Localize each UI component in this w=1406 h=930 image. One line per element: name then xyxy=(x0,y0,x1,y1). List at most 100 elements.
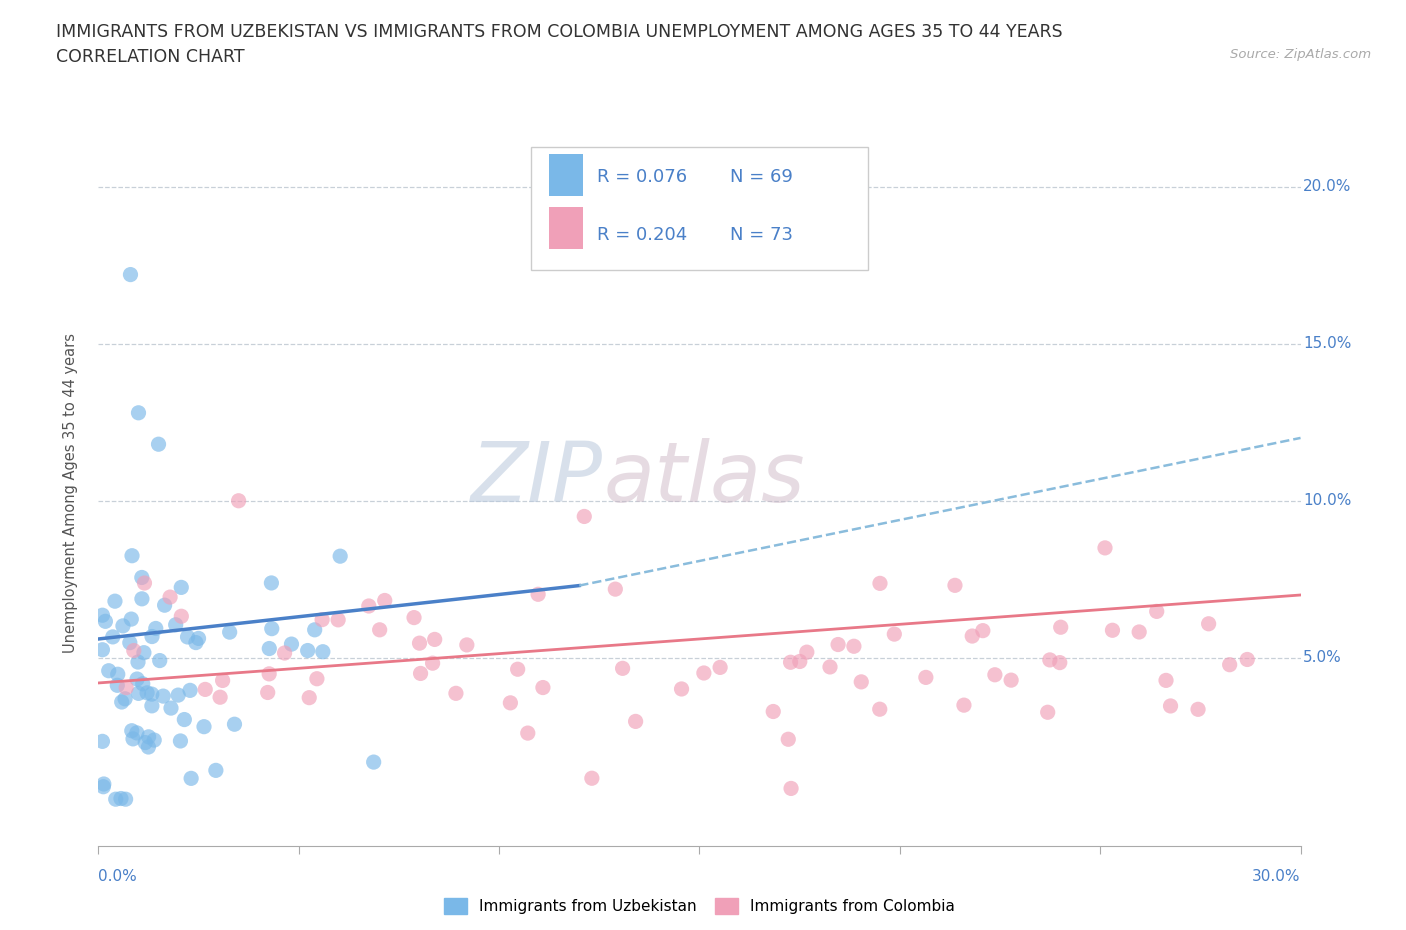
Point xyxy=(409,666,432,681)
Point xyxy=(120,267,142,282)
Point xyxy=(671,682,693,697)
Point xyxy=(114,791,136,806)
Point xyxy=(972,623,994,638)
Point xyxy=(194,682,217,697)
Text: ZIP: ZIP xyxy=(471,438,603,519)
Point xyxy=(128,686,150,701)
Point xyxy=(256,685,278,700)
Point xyxy=(827,637,849,652)
Point xyxy=(357,599,380,614)
Point xyxy=(368,622,391,637)
Text: R = 0.204: R = 0.204 xyxy=(598,226,688,244)
Point xyxy=(101,630,124,644)
Text: 10.0%: 10.0% xyxy=(1303,493,1351,509)
Point xyxy=(104,791,127,806)
Point xyxy=(211,673,233,688)
Point xyxy=(125,725,148,740)
Point xyxy=(915,670,938,684)
Point xyxy=(960,629,983,644)
Point xyxy=(943,578,966,592)
Point xyxy=(1187,702,1209,717)
Point xyxy=(141,698,163,713)
Point xyxy=(118,635,141,650)
Point xyxy=(152,689,174,704)
Point xyxy=(141,686,163,701)
Point xyxy=(581,771,603,786)
Point xyxy=(297,644,319,658)
Point xyxy=(304,622,326,637)
Point xyxy=(851,674,873,689)
Point xyxy=(1198,617,1220,631)
Point xyxy=(187,631,209,645)
Point xyxy=(91,608,114,623)
Point xyxy=(132,676,155,691)
Point xyxy=(115,680,138,695)
Point xyxy=(280,637,302,652)
Y-axis label: Unemployment Among Ages 35 to 44 years: Unemployment Among Ages 35 to 44 years xyxy=(63,333,77,653)
Text: atlas: atlas xyxy=(603,438,806,519)
Point xyxy=(127,655,149,670)
Point xyxy=(499,696,522,711)
Point xyxy=(209,690,232,705)
Point xyxy=(516,725,538,740)
Point xyxy=(624,714,647,729)
Point xyxy=(423,632,446,647)
Point xyxy=(148,437,170,452)
Point xyxy=(91,734,114,749)
Point xyxy=(842,639,865,654)
Point xyxy=(134,735,156,750)
Point xyxy=(984,668,1007,683)
Point xyxy=(422,656,444,671)
Point xyxy=(311,612,333,627)
Point xyxy=(141,629,163,644)
Point xyxy=(796,644,818,659)
Text: 15.0%: 15.0% xyxy=(1303,336,1351,352)
Point xyxy=(145,621,167,636)
Point xyxy=(138,739,160,754)
Point xyxy=(134,576,156,591)
Point xyxy=(953,698,976,712)
Point xyxy=(259,641,281,656)
Point xyxy=(1036,705,1059,720)
Point xyxy=(363,754,385,769)
Point xyxy=(780,781,803,796)
Point xyxy=(94,614,117,629)
Point xyxy=(1160,698,1182,713)
Point xyxy=(93,777,115,791)
Text: CORRELATION CHART: CORRELATION CHART xyxy=(56,48,245,66)
Point xyxy=(456,637,478,652)
Point xyxy=(762,704,785,719)
Point xyxy=(114,691,136,706)
Point xyxy=(159,590,181,604)
Point xyxy=(121,724,143,738)
Point xyxy=(170,609,193,624)
Point xyxy=(180,771,202,786)
Point xyxy=(612,661,634,676)
Point xyxy=(131,570,153,585)
Point xyxy=(778,732,800,747)
Legend: Immigrants from Uzbekistan, Immigrants from Colombia: Immigrants from Uzbekistan, Immigrants f… xyxy=(437,892,962,920)
Point xyxy=(165,618,187,632)
Point xyxy=(329,549,352,564)
Text: IMMIGRANTS FROM UZBEKISTAN VS IMMIGRANTS FROM COLOMBIA UNEMPLOYMENT AMONG AGES 3: IMMIGRANTS FROM UZBEKISTAN VS IMMIGRANTS… xyxy=(56,23,1063,41)
Point xyxy=(869,576,891,591)
Point xyxy=(173,712,195,727)
Point xyxy=(105,678,128,693)
Point xyxy=(110,791,132,806)
Point xyxy=(136,685,159,700)
Point xyxy=(122,644,145,658)
Point xyxy=(184,635,207,650)
Point xyxy=(527,587,550,602)
Point xyxy=(1154,673,1177,688)
Point xyxy=(574,509,596,524)
Point xyxy=(883,627,905,642)
Text: 0.0%: 0.0% xyxy=(98,869,138,883)
Point xyxy=(228,493,250,508)
Text: Source: ZipAtlas.com: Source: ZipAtlas.com xyxy=(1230,48,1371,61)
Point xyxy=(1049,655,1071,670)
Bar xyxy=(550,153,583,196)
Point xyxy=(605,581,627,596)
Point xyxy=(149,653,172,668)
Point xyxy=(120,612,142,627)
Point xyxy=(402,610,425,625)
